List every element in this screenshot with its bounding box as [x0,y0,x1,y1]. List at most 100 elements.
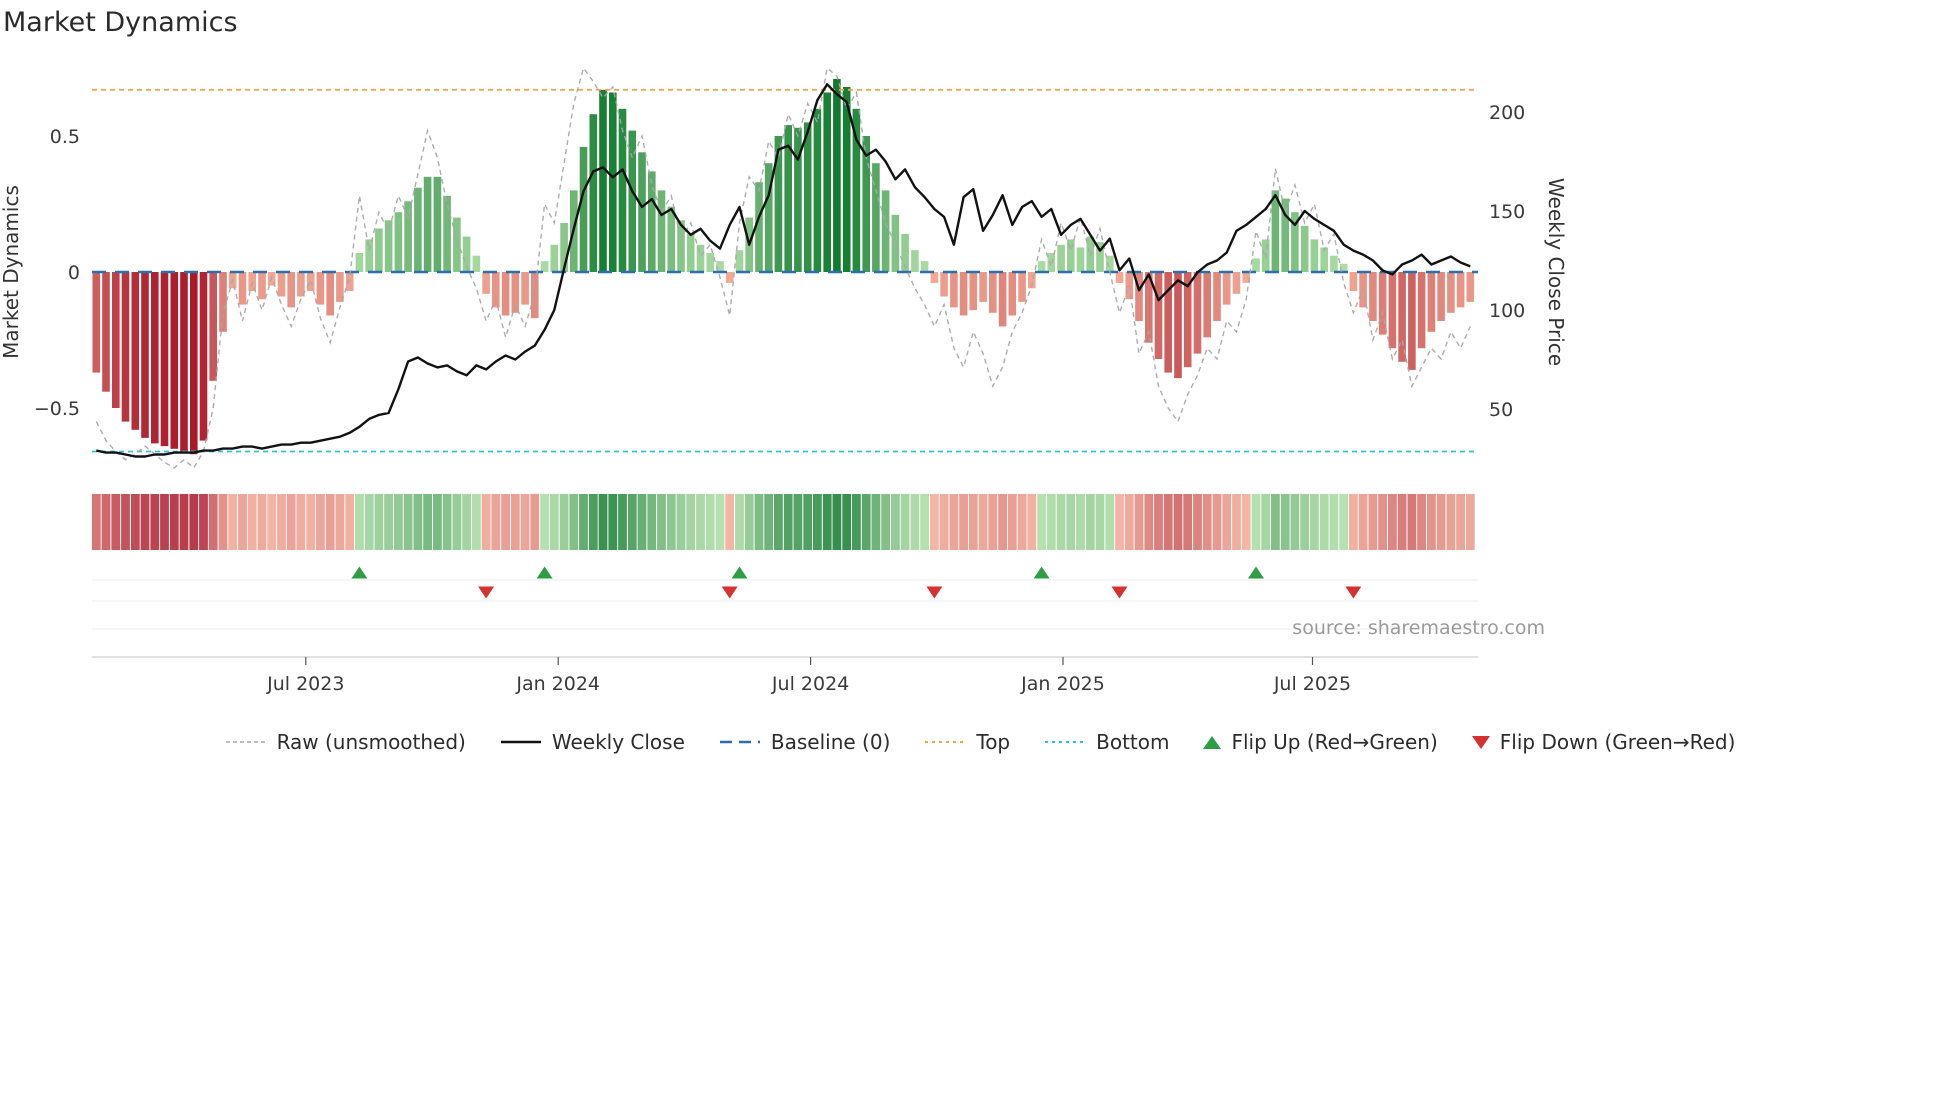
page-title: Market Dynamics [3,7,238,38]
oscillator-bar [1378,272,1387,335]
heatmap-cell [1193,494,1202,550]
heatmap-cell [715,494,725,550]
x-tick-label: Jan 2025 [1020,673,1105,695]
oscillator-bar [258,272,266,300]
oscillator-bar [589,114,598,272]
oscillator-bar [862,136,870,272]
heatmap-cell [949,494,959,550]
heatmap-cell [813,494,822,550]
heatmap-cell [1300,494,1310,550]
flip-down-marker [1111,586,1128,599]
heatmap-cell [452,494,462,550]
heatmap-cell [1027,494,1037,550]
heatmap-cell [1037,494,1046,550]
heatmap-cell [325,494,335,550]
heatmap-cell [803,494,813,550]
heatmap-cell [676,494,686,550]
chart-canvas: Market Dynamics Jul 2023 Jan 2024 Jul 2024… [0,7,1568,695]
legend-item-baseline: Baseline (0) [719,730,890,754]
heatmap-cell [988,494,998,550]
x-tick-label: Jul 2024 [771,673,849,695]
oscillator-bar [433,176,442,272]
oscillator-bar [472,255,481,272]
raw-unsmoothed-line [95,66,1471,469]
left-axis-label: Market Dynamics [0,185,23,359]
heatmap-cell [959,494,968,550]
heatmap-cell [228,494,238,550]
heatmap-cell [1095,494,1105,550]
oscillator-bar [716,261,724,272]
heatmap-cell [978,494,988,550]
heatmap-cell [1046,494,1056,550]
heatmap-cell [1241,494,1251,550]
heatmap-cell [1349,494,1358,550]
oscillator-bar [1281,198,1289,272]
oscillator-bar [501,272,510,316]
oscillator-bar [1135,272,1143,321]
raw-line [95,66,1471,469]
heatmap-cell [1261,494,1271,550]
oscillator-bar [1164,272,1172,373]
oscillator-bar [735,250,744,272]
oscillator-bar [1330,255,1338,272]
raw-line-icon [225,741,266,743]
heatmap-cell [1144,494,1154,550]
heatmap-cell [657,494,666,550]
oscillator-bar [852,108,861,272]
heatmap-cell [1319,494,1329,550]
heatmap-strip [91,494,1475,550]
heatmap-cell [998,494,1007,550]
heatmap-cell [1222,494,1232,550]
heatmap-cell [238,494,247,550]
heatmap-cell [881,494,890,550]
oscillator-bar [638,152,646,272]
oscillator-bar [628,130,637,272]
oscillator-bar [1193,272,1202,354]
oscillator-bar [1057,244,1065,272]
heatmap-cell [91,494,101,550]
oscillator-bar [609,92,617,272]
oscillator-bar [696,244,705,272]
heatmap-cell [1115,494,1124,550]
heatmap-cell [1124,494,1134,550]
legend-label-flip-up: Flip Up (Red→Green) [1231,730,1438,754]
oscillator-bar [1447,272,1455,313]
heatmap-cell [413,494,423,550]
heatmap-cell [598,494,608,550]
oscillator-bar [618,108,627,272]
heatmap-cell [1212,494,1222,550]
legend-item-weekly-close: Weekly Close [500,730,685,754]
heatmap-cell [1076,494,1085,550]
oscillator-bar [336,272,344,302]
heatmap-cell [423,494,432,550]
heatmap-cell [910,494,920,550]
oscillator-bar [112,272,120,408]
heatmap-cell [306,494,316,550]
heatmap-cell [1017,494,1027,550]
heatmap-cell [1134,494,1144,550]
oscillator-bar [1174,272,1182,379]
heatmap-cell [1388,494,1397,550]
flip-up-marker [1248,566,1264,579]
oscillator-bar [1398,272,1406,362]
legend-label-top: Top [976,730,1011,754]
heatmap-cell [121,494,130,550]
oscillator-bar [667,206,676,272]
oscillator-bar [394,212,403,272]
oscillator-bar [531,272,539,319]
legend-label-bottom: Bottom [1096,730,1170,754]
baseline-line-icon [719,740,760,744]
heatmap-cell [1465,494,1475,550]
oscillator-bar [1408,272,1416,370]
heatmap-cell [442,494,452,550]
oscillator-bar [579,146,588,272]
oscillator-bar [219,272,227,332]
oscillator-bar [842,87,851,272]
heatmap-cell [491,494,501,550]
oscillator-bar [989,272,997,313]
heatmap-cell [764,494,774,550]
heatmap-cell [754,494,764,550]
heatmap-cell [374,494,384,550]
oscillator-bar [1242,272,1250,283]
